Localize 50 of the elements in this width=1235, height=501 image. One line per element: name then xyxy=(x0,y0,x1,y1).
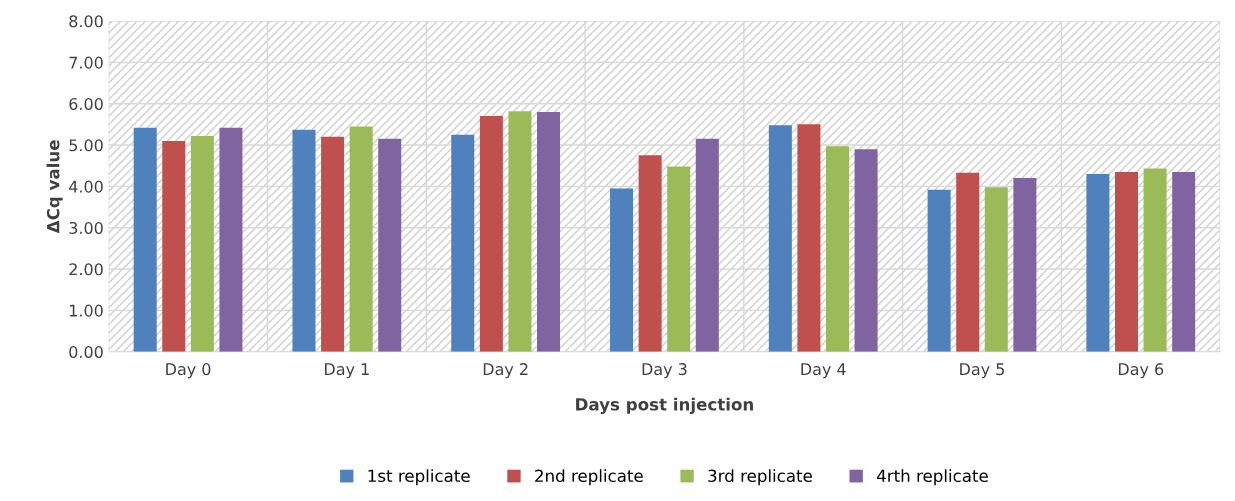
bar xyxy=(1172,171,1196,352)
bar xyxy=(321,136,345,352)
bar xyxy=(537,111,561,352)
bar xyxy=(133,127,157,352)
bar xyxy=(667,166,691,352)
y-tick-label: 5.00 xyxy=(69,139,103,152)
y-tick-label: 6.00 xyxy=(69,97,103,110)
bar xyxy=(825,146,850,352)
y-tick-label: 8.00 xyxy=(69,15,103,28)
x-tick-label: Day 0 xyxy=(166,363,211,379)
bar xyxy=(1114,171,1139,352)
x-axis-title: Days post injection xyxy=(576,397,753,414)
bar xyxy=(695,138,719,352)
y-tick-label: 3.00 xyxy=(69,221,103,234)
bar xyxy=(349,126,373,352)
legend-label: 2nd replicate xyxy=(535,469,643,486)
y-tick-label: 7.00 xyxy=(69,56,103,69)
bar xyxy=(292,129,316,352)
bar xyxy=(378,138,402,352)
bar xyxy=(508,111,532,352)
y-tick-label: 2.00 xyxy=(69,263,103,276)
legend-label: 3rd replicate xyxy=(708,469,812,486)
bar xyxy=(927,189,951,352)
x-tick-label: Day 4 xyxy=(801,363,846,379)
legend-label: 4rth replicate xyxy=(877,469,988,486)
bar xyxy=(190,135,214,352)
bar xyxy=(797,124,821,352)
bar xyxy=(956,172,980,352)
y-axis-title: ΔCq value xyxy=(46,140,63,234)
x-tick-label: Day 6 xyxy=(1118,363,1164,379)
bar xyxy=(768,125,792,352)
y-tick-label: 0.00 xyxy=(69,345,103,358)
bar xyxy=(854,149,878,352)
bar xyxy=(610,188,634,352)
bar xyxy=(1086,173,1110,352)
x-tick-label: Day 3 xyxy=(642,363,687,379)
bar xyxy=(219,127,243,352)
x-tick-label: Day 2 xyxy=(483,363,528,379)
y-tick-label: 1.00 xyxy=(70,304,103,317)
bar xyxy=(451,134,475,352)
x-tick-label: Day 5 xyxy=(960,363,1004,379)
bar xyxy=(638,155,662,352)
y-tick-label: 4.00 xyxy=(69,180,103,193)
bar xyxy=(984,187,1008,352)
bar xyxy=(162,140,186,352)
bar xyxy=(1013,178,1037,352)
x-tick-label: Day 1 xyxy=(325,363,369,379)
bar xyxy=(479,116,503,352)
legend-label: 1st replicate xyxy=(368,469,470,486)
bar xyxy=(1143,168,1167,352)
